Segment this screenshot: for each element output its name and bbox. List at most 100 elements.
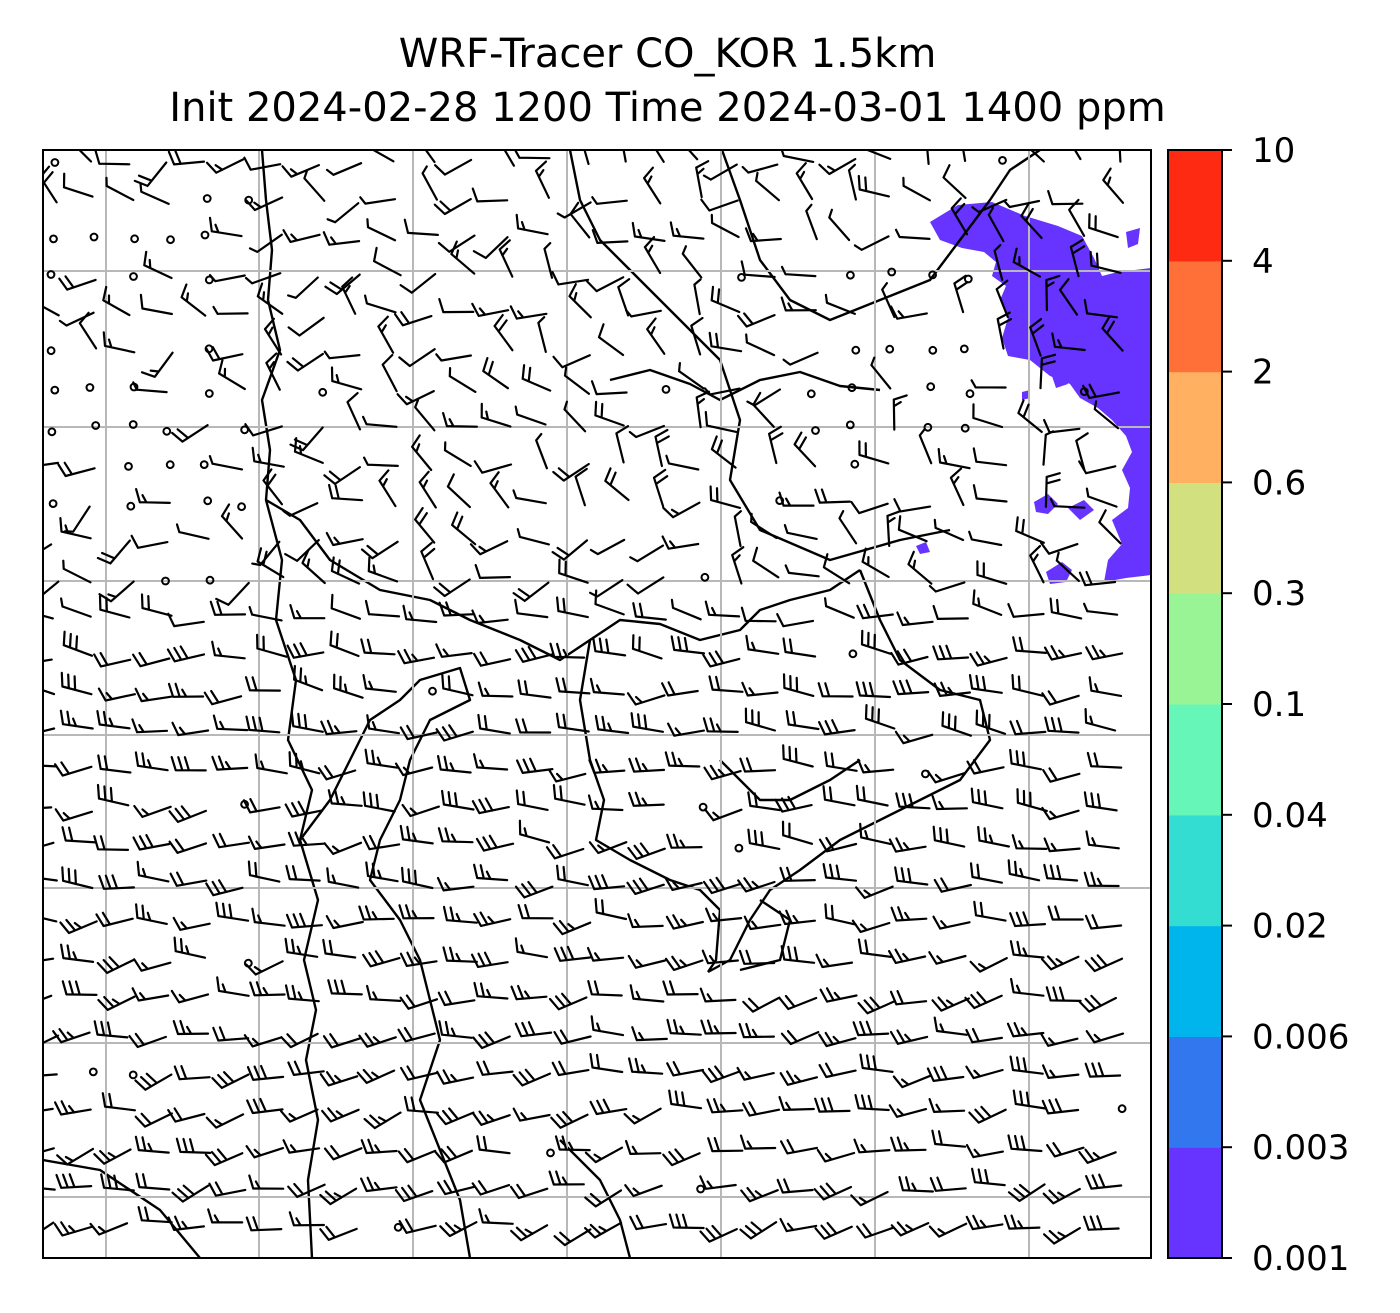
wind-barb: [752, 546, 780, 579]
wind-barb: [1041, 806, 1080, 821]
wind-barb: [246, 1064, 285, 1081]
wind-barb: [932, 915, 971, 930]
wind-barb: [591, 196, 628, 205]
wind-barb: [665, 454, 700, 471]
wind-barb: [971, 198, 1008, 214]
wind-barb: [949, 467, 965, 507]
colorbar-tick-label: 0.3: [1252, 574, 1306, 614]
wind-barb: [43, 1107, 54, 1112]
wind-barb: [738, 1022, 775, 1039]
wind-barb: [589, 677, 625, 696]
wind-barb: [247, 860, 281, 883]
calm-wind-marker: [885, 344, 895, 354]
wind-barb: [552, 354, 591, 369]
wind-barb: [782, 673, 815, 697]
wind-barb: [747, 828, 781, 850]
wind-barb: [898, 1176, 934, 1193]
wind-barb: [43, 580, 60, 596]
wind-barb: [928, 1222, 968, 1238]
plume-north: [930, 202, 1151, 582]
wind-barb: [215, 581, 250, 606]
wind-barb: [850, 1190, 889, 1207]
wind-barb: [708, 331, 743, 353]
colorbar-tick-label: 0.003: [1252, 1128, 1349, 1168]
wind-barb: [473, 651, 512, 667]
wind-barb: [346, 392, 362, 431]
wind-barb: [933, 877, 972, 893]
calm-wind-marker: [696, 1184, 705, 1194]
wind-barb: [668, 1089, 703, 1110]
wind-barb: [664, 877, 703, 891]
wind-barb: [218, 359, 246, 391]
wind-barb: [516, 757, 554, 774]
wind-barb: [933, 1016, 968, 1036]
colorbar-band: [1168, 1147, 1222, 1259]
wind-barb: [251, 907, 286, 927]
wind-barb: [517, 904, 554, 920]
wind-barb: [284, 800, 323, 818]
wind-barb: [134, 1135, 170, 1154]
wind-barb: [282, 502, 319, 517]
calm-wind-marker: [1117, 1104, 1127, 1114]
wind-barb: [574, 467, 588, 507]
wind-barb: [1088, 676, 1123, 697]
wind-barb: [964, 991, 1003, 1010]
colorbar-band: [1168, 260, 1222, 373]
wind-barb: [43, 658, 53, 663]
wind-barb: [646, 317, 666, 355]
colorbar-tick-label: 0.1: [1252, 685, 1306, 725]
wind-barb: [1078, 1148, 1117, 1164]
wind-barb: [864, 150, 892, 160]
wind-barb: [341, 276, 357, 315]
wind-barb: [897, 515, 928, 543]
wind-barb: [1055, 551, 1080, 582]
wind-barb: [59, 918, 98, 935]
wind-barb: [537, 316, 547, 353]
wind-barb: [471, 609, 509, 625]
wind-barb: [583, 150, 590, 165]
wind-barb: [131, 987, 170, 1002]
wind-barb: [131, 718, 169, 734]
wind-barb: [737, 877, 776, 893]
wind-barb: [43, 543, 53, 551]
wind-barb: [398, 904, 435, 920]
wind-barb: [907, 550, 933, 585]
wind-barb: [662, 980, 699, 996]
wind-barb: [472, 1110, 511, 1126]
wind-barb: [414, 507, 436, 544]
colorbar-tick-label: 0.02: [1252, 907, 1328, 947]
wind-barb: [896, 611, 934, 627]
wind-barb: [514, 1021, 553, 1038]
wind-barb: [892, 394, 908, 431]
wind-barb: [105, 176, 135, 202]
wind-barb: [403, 218, 439, 236]
wind-barb: [245, 1145, 285, 1159]
wind-barb: [321, 1107, 360, 1123]
wind-barb: [780, 150, 815, 163]
wind-barb: [569, 201, 591, 239]
wind-barb: [168, 838, 208, 854]
wind-barb: [403, 1095, 439, 1114]
wind-barb: [1042, 1187, 1081, 1205]
wind-barb: [1085, 644, 1124, 661]
wind-barb: [140, 351, 174, 378]
wind-barb: [965, 1214, 1004, 1231]
wind-barb: [322, 1033, 362, 1049]
wind-barb: [1084, 914, 1123, 930]
wind-barb: [134, 1072, 173, 1091]
wind-barb: [890, 1136, 927, 1152]
calm-wind-marker: [850, 459, 860, 469]
wind-barb: [870, 356, 892, 390]
wind-barb: [437, 990, 476, 1007]
wind-barb: [970, 379, 1007, 389]
calm-wind-marker: [851, 345, 861, 355]
wind-barb: [1029, 150, 1045, 163]
wind-barb: [471, 797, 510, 815]
wind-barb: [555, 677, 591, 695]
wind-barb: [170, 989, 210, 1004]
wind-barb: [591, 229, 629, 244]
wind-barb: [628, 757, 666, 773]
wind-barb: [778, 491, 815, 507]
wind-barb: [629, 984, 665, 1003]
wind-barb: [244, 676, 281, 692]
